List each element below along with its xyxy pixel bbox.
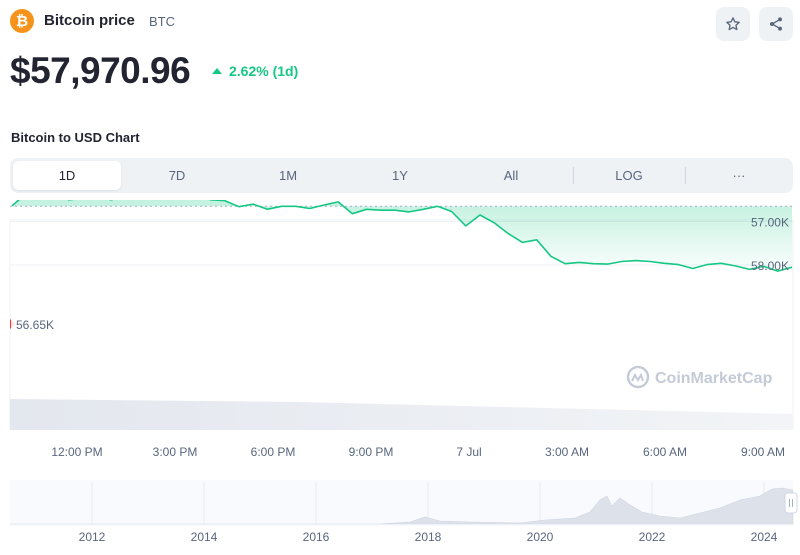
more-options-button[interactable]: ··· [732, 168, 746, 183]
share-icon [770, 17, 782, 31]
navigator-year-label: 2020 [527, 530, 554, 544]
coinmarketcap-watermark: CoinMarketCap [626, 365, 773, 389]
x-tick-label: 3:00 PM [153, 445, 198, 459]
star-icon [726, 17, 740, 31]
x-tick-label: 9:00 PM [349, 445, 394, 459]
current-price: $57,970.96 [10, 50, 191, 91]
coinmarketcap-logo-icon [626, 365, 650, 389]
price-area-above-reference [12, 200, 792, 272]
reference-price-tag: 56.65K [10, 317, 63, 332]
x-tick-label: 6:00 AM [643, 445, 687, 459]
x-tick-label: 7 Jul [456, 445, 481, 459]
tab-divider [573, 167, 574, 184]
watermark-text: CoinMarketCap [655, 370, 773, 387]
caret-up-icon [212, 68, 222, 74]
tab-log[interactable]: LOG [615, 168, 643, 183]
tab-7d[interactable]: 7D [168, 168, 186, 183]
coin-name: Bitcoin price [44, 12, 135, 29]
tab-1d[interactable]: 1D [13, 161, 121, 190]
price-change-value: 2.62% (1d) [229, 63, 299, 79]
range-handle[interactable] [784, 492, 798, 514]
chart-range-tabs: 1D 7D 1M 1Y All LOG ··· [10, 158, 793, 193]
coin-symbol: BTC [149, 14, 175, 29]
tab-divider [685, 167, 686, 184]
reference-price-label: 56.65K [16, 318, 54, 332]
x-tick-label: 3:00 AM [545, 445, 589, 459]
coin-header: ₿ Bitcoin price BTC [10, 7, 793, 41]
x-tick-label: 9:00 AM [741, 445, 785, 459]
navigator-year-label: 2018 [415, 530, 442, 544]
y-tick-label: 58.00K [751, 259, 789, 273]
overview-navigator: 2012 2014 2016 2018 2020 2022 2024 [10, 480, 798, 544]
price-line-above-reference [11, 200, 793, 272]
x-tick-label: 6:00 PM [251, 445, 296, 459]
volume-band [10, 399, 793, 430]
tab-1m[interactable]: 1M [278, 168, 298, 183]
watchlist-button[interactable] [716, 7, 750, 41]
navigator-year-label: 2024 [751, 530, 778, 544]
price-change: 2.62% (1d) [212, 63, 298, 79]
navigator-year-label: 2022 [639, 530, 666, 544]
reference-tag-bg [11, 317, 63, 332]
tab-1y[interactable]: 1Y [392, 168, 408, 183]
navigator-year-ticks: 2012 2014 2016 2018 2020 2022 2024 [79, 530, 778, 544]
share-button[interactable] [759, 7, 793, 41]
navigator-year-label: 2012 [79, 530, 106, 544]
tab-all[interactable]: All [503, 168, 519, 183]
navigator-history-area [10, 487, 794, 525]
navigator-handle[interactable] [784, 492, 798, 514]
bitcoin-logo-icon: ₿ [10, 9, 34, 33]
y-tick-label: 57.00K [751, 216, 789, 230]
x-axis-ticks: 12:00 PM 3:00 PM 6:00 PM 9:00 PM 7 Jul 3:00 A… [51, 445, 785, 459]
chart-title: Bitcoin to USD Chart [11, 130, 140, 145]
x-tick-label: 12:00 PM [51, 445, 102, 459]
navigator-year-label: 2014 [191, 530, 218, 544]
navigator-year-label: 2016 [303, 530, 330, 544]
